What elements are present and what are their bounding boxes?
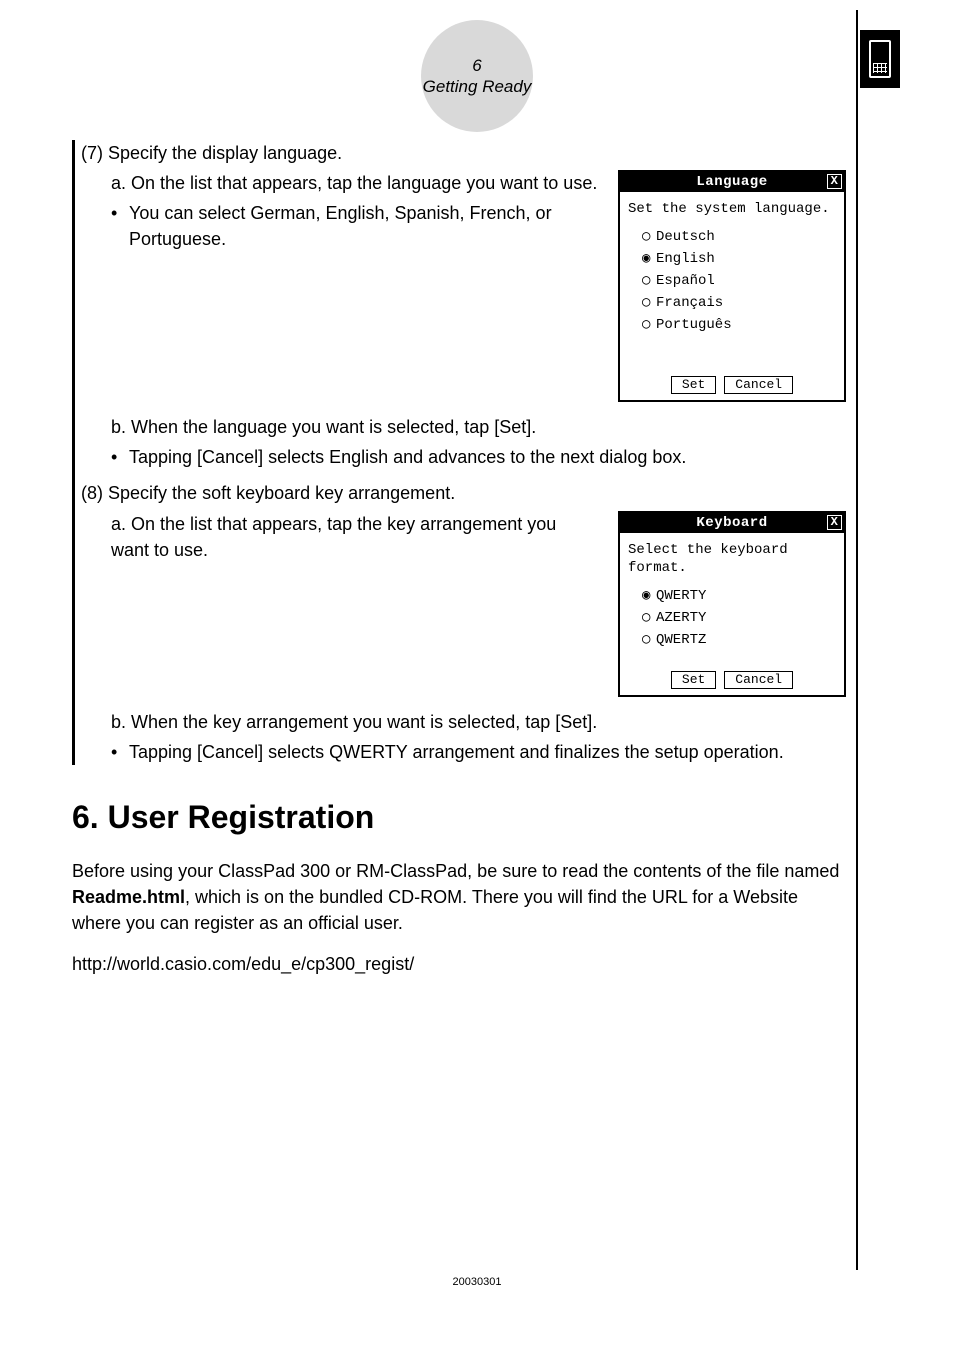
keyboard-option[interactable]: ○AZERTY <box>642 607 836 629</box>
page-number: 6 <box>472 55 481 76</box>
step-8a: a. On the list that appears, tap the key… <box>81 511 598 563</box>
keyboard-option[interactable]: ○QWERTZ <box>642 629 836 651</box>
section-6-paragraph: Before using your ClassPad 300 or RM-Cla… <box>72 858 846 936</box>
keyboard-dialog-titlebar: Keyboard X <box>620 513 844 533</box>
keyboard-dialog-prompt: Select the keyboard format. <box>628 541 836 577</box>
language-dialog-prompt: Set the system language. <box>628 200 836 218</box>
language-options: ○Deutsch ◉English ○Español ○Français ○Po… <box>628 226 836 356</box>
language-option[interactable]: ○Français <box>642 292 836 314</box>
cancel-button[interactable]: Cancel <box>724 671 793 689</box>
keyboard-options: ◉QWERTY ○AZERTY ○QWERTZ <box>628 585 836 651</box>
set-button[interactable]: Set <box>671 671 716 689</box>
step-8b: b. When the key arrangement you want is … <box>81 709 846 735</box>
keyboard-option[interactable]: ◉QWERTY <box>642 585 836 607</box>
footer-code: 20030301 <box>0 1276 954 1288</box>
vertical-rule <box>856 10 858 1270</box>
section-6-heading: 6. User Registration <box>72 799 846 836</box>
language-option[interactable]: ○Deutsch <box>642 226 836 248</box>
step-7-title: (7) Specify the display language. <box>81 140 846 166</box>
step-8-title: (8) Specify the soft keyboard key arrang… <box>81 480 846 506</box>
close-icon[interactable]: X <box>827 515 842 530</box>
close-icon[interactable]: X <box>827 174 842 189</box>
language-option[interactable]: ○Português <box>642 314 836 336</box>
language-dialog-titlebar: Language X <box>620 172 844 192</box>
step-7b: b. When the language you want is selecte… <box>81 414 846 440</box>
step-7a-bullet: • You can select German, English, Spanis… <box>81 200 598 252</box>
step-7a: a. On the list that appears, tap the lan… <box>81 170 598 196</box>
language-dialog: Language X Set the system language. ○Deu… <box>618 170 846 402</box>
language-dialog-title: Language <box>696 174 767 190</box>
device-icon-badge <box>860 30 900 88</box>
cancel-button[interactable]: Cancel <box>724 376 793 394</box>
set-button[interactable]: Set <box>671 376 716 394</box>
language-option[interactable]: ○Español <box>642 270 836 292</box>
step-8b-bullet: • Tapping [Cancel] selects QWERTY arrang… <box>81 739 846 765</box>
step-7b-bullet: • Tapping [Cancel] selects English and a… <box>81 444 846 470</box>
page-header-circle: 6 Getting Ready <box>421 20 533 132</box>
keyboard-dialog-title: Keyboard <box>696 515 767 531</box>
section-name: Getting Ready <box>423 76 532 97</box>
registration-url: http://world.casio.com/edu_e/cp300_regis… <box>72 954 846 975</box>
step-7-block: (7) Specify the display language. a. On … <box>72 140 846 765</box>
keyboard-dialog: Keyboard X Select the keyboard format. ◉… <box>618 511 846 697</box>
language-option[interactable]: ◉English <box>642 248 836 270</box>
